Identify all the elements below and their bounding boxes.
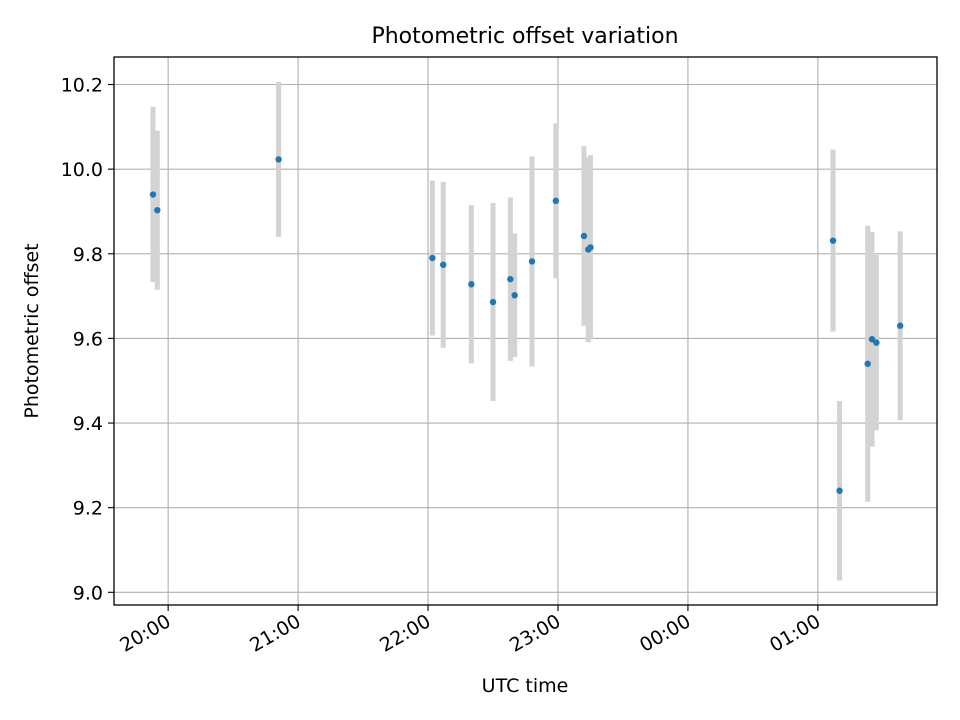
data-point: [580, 232, 588, 240]
data-point: [836, 487, 843, 494]
data-point: [896, 322, 904, 329]
y-axis: 9.0 9.2 9.4 9.6 9.8 10.0 10.2: [61, 75, 114, 604]
data-point: [587, 244, 594, 251]
y-tick-label: 9.6: [73, 328, 103, 350]
plot-frame: [113, 56, 938, 606]
chart-title: Photometric offset variation: [371, 24, 678, 49]
data-point: [507, 275, 514, 283]
data-point: [154, 206, 161, 214]
y-tick-label: 10.2: [61, 75, 103, 97]
y-axis-label: Photometric offset: [21, 243, 43, 418]
y-tick-label: 9.2: [73, 498, 103, 520]
data-point: [829, 237, 837, 244]
data-point: [149, 191, 157, 198]
data-point: [429, 254, 436, 262]
data-point: [864, 360, 871, 367]
y-tick-label: 9.0: [73, 582, 103, 604]
data-point: [489, 298, 497, 306]
x-axis-label: UTC time: [482, 675, 569, 697]
data-points: [149, 156, 904, 494]
data-point: [468, 281, 475, 288]
data-point: [440, 261, 447, 268]
data-point: [868, 336, 876, 343]
data-point: [552, 197, 560, 205]
y-tick-label: 9.4: [73, 413, 103, 435]
data-point: [275, 156, 282, 163]
data-point: [528, 258, 536, 265]
data-point: [511, 292, 518, 299]
y-tick-label: 9.8: [73, 244, 103, 266]
data-point: [873, 339, 880, 346]
y-tick-label: 10.0: [61, 159, 103, 181]
